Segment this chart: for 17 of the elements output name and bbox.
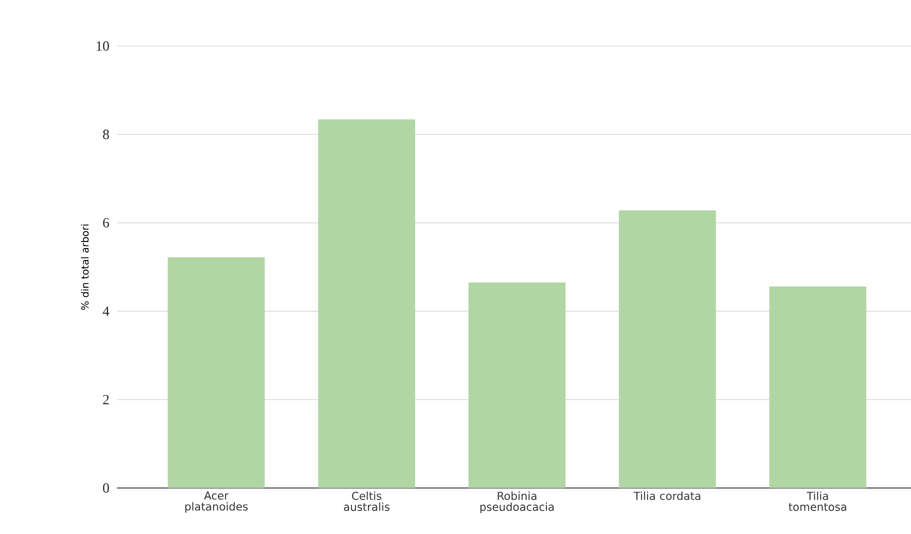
bar: [468, 282, 566, 488]
x-tick-label: Acer platanoides: [185, 492, 248, 513]
x-tick-label: Tilia tomentosa: [788, 492, 846, 511]
x-tick-label: Celtis australis: [344, 492, 390, 511]
bar: [318, 119, 416, 488]
bar: [618, 210, 716, 488]
x-tick-label: Tilia cordata: [634, 492, 700, 500]
y-tick-label: 0: [103, 483, 109, 493]
y-tick-label: 4: [102, 306, 110, 316]
y-tick-label: 10: [96, 41, 109, 51]
bar: [769, 286, 866, 488]
y-tick-label: 6: [103, 218, 110, 228]
bar: [168, 257, 265, 488]
y-axis-title: % din total arbori: [80, 224, 89, 310]
y-tick-label: 8: [103, 130, 109, 140]
y-tick-label: 2: [103, 394, 109, 404]
x-tick-label: Robinia pseudoacacia: [480, 492, 554, 514]
